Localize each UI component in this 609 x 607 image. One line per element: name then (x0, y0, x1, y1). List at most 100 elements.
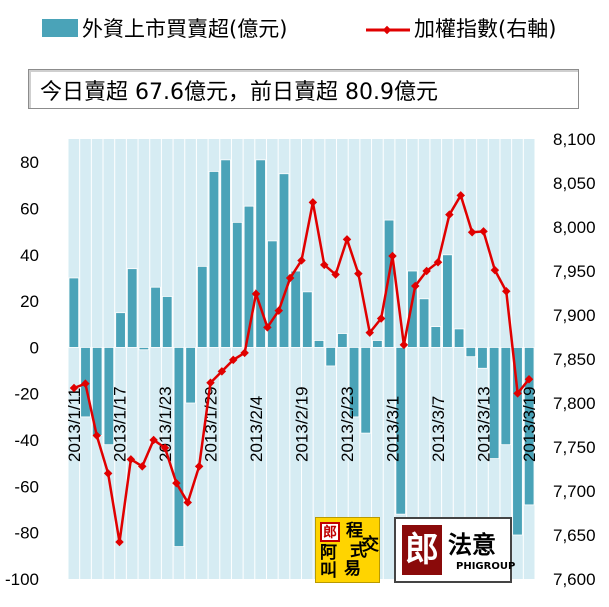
bar (337, 333, 348, 348)
left-tick-label: -80 (14, 524, 39, 543)
line-point (411, 281, 420, 291)
bar (208, 171, 220, 348)
logo-char: 交 (362, 535, 379, 555)
left-tick-label: -20 (14, 385, 39, 404)
bar (453, 328, 465, 348)
right-tick-label: 7,750 (553, 438, 596, 457)
bar (290, 270, 301, 348)
right-tick-label: 8,100 (553, 130, 596, 149)
x-tick-label: 2013/2/19 (293, 386, 312, 462)
bar (302, 291, 313, 348)
line-point (433, 257, 443, 267)
line-point (126, 455, 136, 464)
line-point (467, 228, 477, 237)
bar (395, 347, 406, 515)
left-tick-label: 40 (20, 246, 39, 265)
bar (372, 340, 383, 348)
line-point (399, 340, 409, 350)
line-point (422, 266, 431, 276)
line-point (479, 227, 488, 236)
bar (232, 221, 243, 348)
x-tick-label: 2013/2/23 (338, 386, 357, 462)
left-tick-label: 80 (20, 153, 39, 172)
x-tick-label: 2013/3/1 (384, 396, 403, 462)
bar (313, 340, 325, 348)
bar (418, 298, 430, 348)
x-tick-label: 2013/2/4 (247, 396, 266, 462)
line-point (69, 383, 79, 393)
logo-char: 叫 (320, 561, 337, 581)
phigroup-mark-icon: 郎 (402, 525, 442, 575)
line-point (194, 462, 204, 471)
bar (488, 347, 500, 459)
bar (477, 347, 488, 369)
bar (442, 254, 453, 348)
line-point (183, 498, 192, 507)
line-point (524, 374, 534, 384)
bar (197, 265, 208, 348)
right-tick-label: 7,650 (553, 526, 596, 545)
bar (115, 312, 126, 348)
gridlines (67, 139, 536, 579)
bar (465, 347, 477, 358)
bar (360, 347, 371, 434)
x-tick-label: 2013/3/13 (475, 386, 494, 462)
right-tick-label: 8,000 (553, 218, 596, 237)
line-point (342, 235, 352, 244)
line-point (456, 191, 465, 200)
x-tick-label: 2013/1/11 (65, 388, 84, 462)
left-tick-label: -40 (14, 431, 39, 450)
bar (150, 286, 161, 348)
right-axis-ticks: 8,100 8,050 8,000 7,950 7,900 7,850 7,800 7,750… (553, 130, 596, 589)
summary-text: 今日賣超 67.6億元，前日賣超 80.9億元 (40, 80, 438, 105)
phigroup-name: 法意 (448, 531, 496, 559)
line-point (445, 210, 454, 219)
line-point (172, 478, 181, 488)
right-tick-label: 7,950 (553, 262, 596, 281)
bar (348, 347, 360, 418)
right-tick-label: 7,800 (553, 394, 596, 413)
logo-char: 阿 (320, 543, 337, 563)
legend-bar-swatch (42, 19, 78, 37)
right-tick-label: 7,900 (553, 306, 596, 325)
x-axis-labels: 2013/1/11 2013/1/17 2013/1/23 2013/1/29 2013… (65, 386, 539, 462)
bar (126, 268, 138, 348)
program-trading-logo: 郎 程 式 交 易 阿 叫 (315, 517, 380, 583)
line-point (513, 389, 522, 398)
bar (500, 347, 512, 446)
line-point (320, 260, 329, 270)
legend-line-label: 加權指數(右軸) (414, 17, 556, 41)
bar (173, 347, 185, 547)
x-tick-label: 2013/3/19 (520, 386, 539, 462)
x-tick-label: 2013/1/17 (111, 386, 130, 462)
line-point (217, 367, 227, 376)
legend: 外資上市買賣超(億元) 加權指數(右軸) (42, 17, 556, 41)
line-point (354, 269, 363, 278)
line-point (490, 265, 500, 275)
right-tick-label: 7,600 (553, 570, 596, 589)
bar (430, 326, 441, 348)
bar (407, 270, 418, 348)
bar (243, 205, 255, 348)
line-point (240, 348, 249, 358)
bar (383, 219, 395, 348)
legend-bar-label: 外資上市買賣超(億元) (82, 17, 287, 41)
right-tick-label: 7,850 (553, 350, 596, 369)
bar (512, 347, 523, 536)
line-point (285, 273, 295, 283)
logo-char: 式 (350, 541, 367, 561)
logo-char: 易 (344, 559, 361, 579)
line-point (229, 355, 238, 365)
line-point (206, 378, 215, 388)
bar (138, 347, 150, 351)
line-point (376, 314, 386, 323)
line-point (502, 286, 511, 296)
line-point (251, 289, 261, 299)
bar (68, 277, 80, 348)
x-tick-label: 2013/3/7 (429, 396, 448, 462)
bar (255, 159, 266, 348)
logo-mark-icon: 郎 (320, 522, 340, 542)
line-point (274, 306, 283, 315)
legend-line-marker (382, 25, 392, 35)
